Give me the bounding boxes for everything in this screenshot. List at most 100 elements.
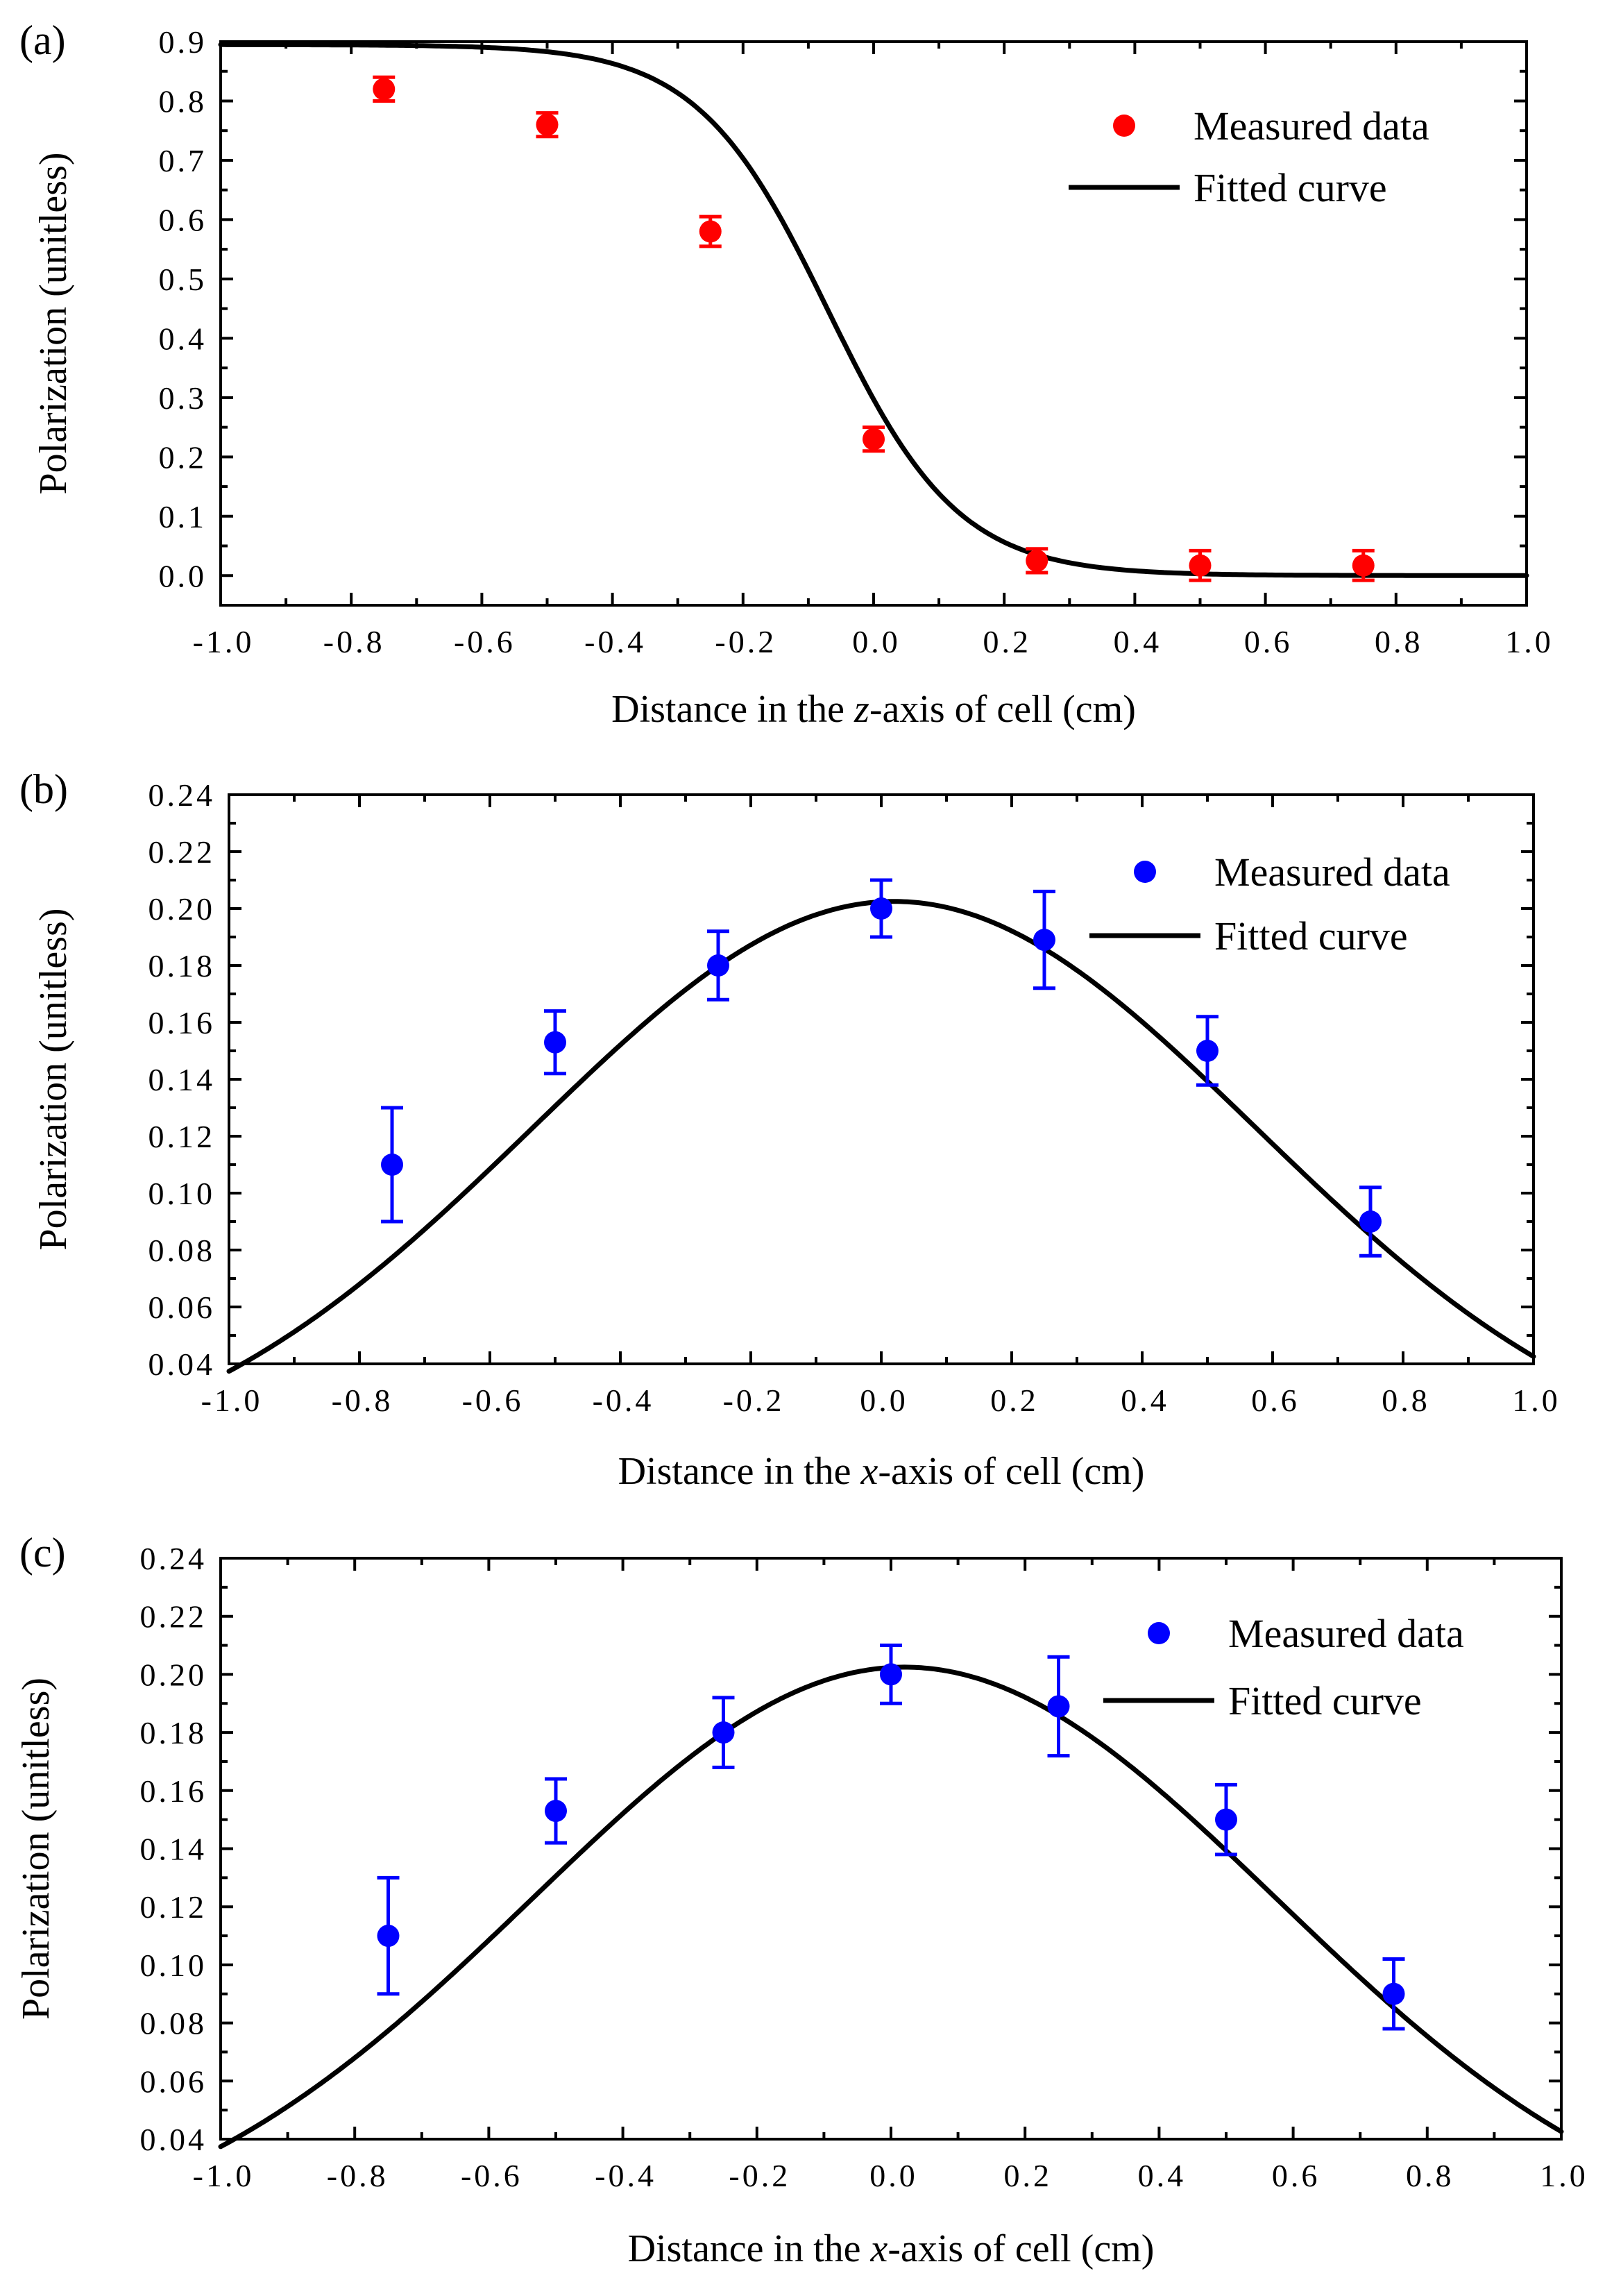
panel-label: (a) — [19, 17, 66, 63]
legend-label-measured: Measured data — [1228, 1611, 1464, 1656]
data-point — [1352, 554, 1375, 577]
y-tick-label: 0.06 — [148, 1290, 216, 1325]
y-tick-label: 0.14 — [140, 1832, 207, 1867]
legend-label-fitted: Fitted curve — [1194, 165, 1387, 210]
data-point — [1047, 1695, 1070, 1718]
y-axis-label: Polarization (unitless) — [32, 152, 75, 494]
legend-marker-measured — [1113, 115, 1135, 137]
x-axis-label: Distance in the x-axis of cell (cm) — [628, 2227, 1155, 2270]
y-axis-label: Polarization (unitless) — [15, 1678, 58, 2020]
x-tick-label: 0.8 — [1382, 1383, 1430, 1418]
y-tick-label: 0.22 — [148, 834, 216, 870]
data-point — [544, 1031, 566, 1054]
y-tick-label: 0.8 — [159, 83, 207, 119]
x-tick-label: 0.2 — [990, 1383, 1039, 1418]
data-point — [377, 1925, 400, 1948]
x-tick-label: 0.0 — [852, 624, 901, 659]
y-tick-label: 0.7 — [159, 143, 207, 178]
y-tick-label: 0.08 — [148, 1233, 216, 1268]
y-tick-label: 0.20 — [148, 891, 216, 927]
y-tick-label: 0.04 — [140, 2122, 207, 2157]
y-tick-label: 0.1 — [159, 499, 207, 534]
data-point — [1033, 929, 1055, 952]
x-tick-label: -0.4 — [584, 624, 646, 659]
x-tick-label: -0.8 — [332, 1383, 393, 1418]
y-tick-label: 0.22 — [140, 1599, 207, 1635]
x-tick-label: -0.2 — [729, 2158, 790, 2193]
x-tick-label: -0.4 — [593, 1383, 654, 1418]
legend-marker-measured — [1148, 1622, 1170, 1644]
y-tick-label: 0.12 — [148, 1119, 216, 1154]
data-point — [1359, 1210, 1382, 1233]
x-axis-label-part: -axis of cell (cm) — [869, 688, 1136, 731]
x-tick-label: -1.0 — [201, 1383, 263, 1418]
chart-panel-1: (a) -1.0 -0.8 -0.6 -0.4 -0.2 0.0 0.2 0.4 0.6 0.8 1.… — [19, 17, 1554, 731]
data-point — [373, 78, 396, 101]
panel-label: (c) — [19, 1530, 66, 1576]
data-point — [699, 220, 722, 243]
y-tick-label: 0.4 — [159, 321, 207, 356]
y-tick-label: 0.10 — [140, 1948, 207, 1983]
y-tick-label: 0.06 — [140, 2063, 207, 2099]
fitted-curve-line — [218, 1664, 1564, 2150]
x-tick-label: 0.8 — [1406, 2158, 1454, 2193]
data-point — [870, 897, 892, 920]
x-axis-label: Distance in the z-axis of cell (cm) — [611, 688, 1136, 731]
x-tick-label: 0.4 — [1138, 2158, 1187, 2193]
x-tick-label: 1.0 — [1540, 2158, 1588, 2193]
x-tick-label: -1.0 — [193, 2158, 255, 2193]
y-tick-label: 0.08 — [140, 2006, 207, 2041]
data-point — [536, 113, 559, 136]
y-tick-label: 0.2 — [159, 439, 207, 475]
x-axis-label-part: Distance in the — [628, 2227, 871, 2270]
x-tick-label: 0.6 — [1244, 624, 1293, 659]
x-tick-label: -0.2 — [715, 624, 776, 659]
chart-panel-3: (c) -1.0 -0.8 -0.6 -0.4 -0.2 0.0 0.2 0.4 0.6 0.8 1.… — [15, 1530, 1588, 2270]
x-tick-label: 0.0 — [860, 1383, 908, 1418]
fitted-curve-line — [218, 42, 1529, 578]
y-tick-label: 0.6 — [159, 202, 207, 237]
x-axis-label-part: Distance in the — [618, 1450, 861, 1493]
legend-label-measured: Measured data — [1194, 103, 1429, 149]
x-axis-label-part: x — [860, 1450, 878, 1493]
x-tick-label: 0.4 — [1114, 624, 1162, 659]
data-point — [1382, 1982, 1405, 2005]
x-tick-label: -0.6 — [461, 2158, 523, 2193]
data-point — [1196, 1040, 1218, 1062]
data-point — [545, 1800, 567, 1823]
x-tick-label: 1.0 — [1512, 1383, 1561, 1418]
x-axis-label-part: z — [854, 688, 869, 731]
legend-label-measured: Measured data — [1214, 850, 1450, 895]
legend-label-fitted: Fitted curve — [1228, 1678, 1422, 1723]
x-tick-label: -0.8 — [327, 2158, 389, 2193]
y-tick-label: 0.20 — [140, 1657, 207, 1692]
x-tick-label: 1.0 — [1505, 624, 1554, 659]
x-tick-label: 0.6 — [1272, 2158, 1320, 2193]
x-axis-label-part: Distance in the — [611, 688, 854, 731]
fitted-curve-line — [226, 899, 1536, 1374]
x-tick-label: -0.4 — [595, 2158, 656, 2193]
x-tick-label: -0.8 — [323, 624, 385, 659]
x-tick-label: -0.2 — [723, 1383, 785, 1418]
chart-panel-2: (b) -1.0 -0.8 -0.6 -0.4 -0.2 0.0 0.2 0.4 0.6 0.8 1.… — [19, 766, 1561, 1493]
y-tick-label: 0.12 — [140, 1889, 207, 1925]
x-tick-label: 0.6 — [1251, 1383, 1300, 1418]
x-axis-label-part: -axis of cell (cm) — [878, 1450, 1144, 1493]
y-tick-label: 0.3 — [159, 380, 207, 416]
y-tick-label: 0.24 — [148, 777, 216, 813]
y-tick-label: 0.24 — [140, 1541, 207, 1576]
data-point — [863, 428, 885, 450]
y-tick-label: 0.16 — [140, 1773, 207, 1809]
y-tick-label: 0.5 — [159, 262, 207, 297]
x-tick-label: 0.0 — [869, 2158, 918, 2193]
data-point — [1189, 554, 1212, 577]
legend-label-fitted: Fitted curve — [1214, 913, 1408, 959]
x-tick-label: 0.4 — [1121, 1383, 1169, 1418]
y-tick-label: 0.16 — [148, 1005, 216, 1040]
data-point — [1026, 549, 1048, 572]
x-tick-label: 0.8 — [1375, 624, 1423, 659]
data-point — [712, 1721, 735, 1744]
x-axis-label-part: -axis of cell (cm) — [888, 2227, 1154, 2270]
y-tick-label: 0.18 — [140, 1715, 207, 1750]
